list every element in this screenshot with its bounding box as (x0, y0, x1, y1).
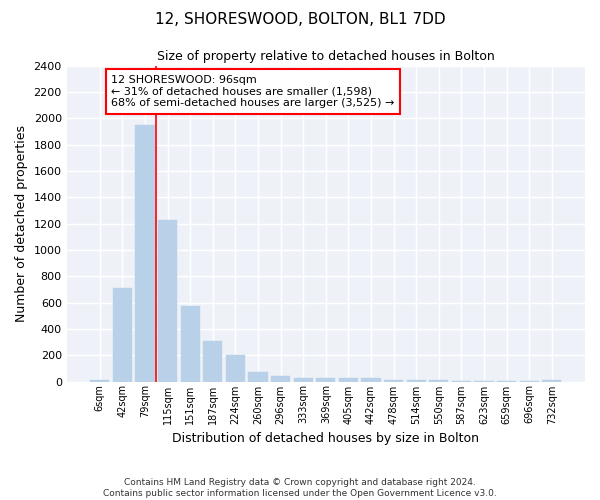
Bar (542, 380, 562, 382)
Bar (384, 380, 403, 382)
Text: Contains HM Land Registry data © Crown copyright and database right 2024.
Contai: Contains HM Land Registry data © Crown c… (103, 478, 497, 498)
Text: 12 SHORESWOOD: 96sqm
← 31% of detached houses are smaller (1,598)
68% of semi-de: 12 SHORESWOOD: 96sqm ← 31% of detached h… (111, 75, 395, 108)
Y-axis label: Number of detached properties: Number of detached properties (15, 125, 28, 322)
Bar (181, 306, 200, 382)
Bar (158, 220, 177, 382)
Bar (452, 381, 471, 382)
Bar (339, 378, 358, 382)
Bar (429, 380, 448, 382)
Bar (520, 381, 539, 382)
Bar (475, 381, 494, 382)
Bar (113, 288, 132, 382)
Bar (316, 378, 335, 382)
Bar (136, 125, 155, 382)
Title: Size of property relative to detached houses in Bolton: Size of property relative to detached ho… (157, 50, 495, 63)
Bar (226, 355, 245, 382)
Bar (497, 381, 516, 382)
Bar (203, 342, 223, 382)
Bar (407, 380, 426, 382)
Bar (271, 376, 290, 382)
X-axis label: Distribution of detached houses by size in Bolton: Distribution of detached houses by size … (172, 432, 479, 445)
Bar (293, 378, 313, 382)
Bar (361, 378, 380, 382)
Bar (248, 372, 268, 382)
Text: 12, SHORESWOOD, BOLTON, BL1 7DD: 12, SHORESWOOD, BOLTON, BL1 7DD (155, 12, 445, 28)
Bar (90, 380, 109, 382)
